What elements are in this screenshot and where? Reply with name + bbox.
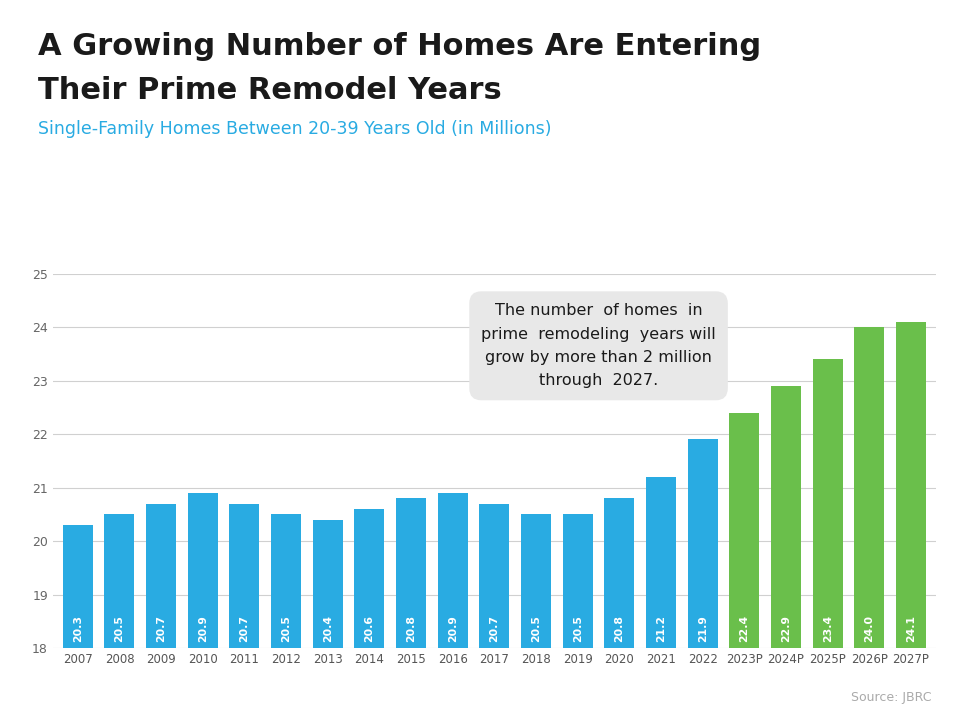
Bar — [896, 322, 926, 648]
Text: 20.5: 20.5 — [531, 615, 541, 642]
Text: 20.7: 20.7 — [239, 615, 250, 642]
Bar — [563, 514, 592, 648]
Bar — [730, 413, 759, 648]
Text: 20.3: 20.3 — [73, 615, 83, 642]
Text: 20.8: 20.8 — [406, 615, 416, 642]
Text: 20.8: 20.8 — [614, 615, 624, 642]
Text: 21.9: 21.9 — [698, 615, 708, 642]
Bar — [646, 477, 676, 648]
Text: 22.4: 22.4 — [739, 614, 750, 642]
Bar — [438, 493, 468, 648]
Text: Their Prime Remodel Years: Their Prime Remodel Years — [38, 76, 502, 104]
Text: Single-Family Homes Between 20-39 Years Old (in Millions): Single-Family Homes Between 20-39 Years … — [38, 120, 552, 138]
Bar — [521, 514, 551, 648]
Text: 20.5: 20.5 — [573, 615, 583, 642]
Text: The number  of homes  in
prime  remodeling  years will
grow by more than 2 milli: The number of homes in prime remodeling … — [481, 303, 716, 388]
Bar — [105, 514, 134, 648]
Text: 20.7: 20.7 — [490, 615, 499, 642]
Text: 21.2: 21.2 — [656, 615, 666, 642]
Text: 20.7: 20.7 — [156, 615, 166, 642]
Text: 24.1: 24.1 — [906, 615, 916, 642]
Bar — [229, 503, 259, 648]
Text: 22.9: 22.9 — [781, 615, 791, 642]
Bar — [813, 359, 843, 648]
Text: 20.9: 20.9 — [198, 615, 207, 642]
Text: 24.0: 24.0 — [864, 615, 875, 642]
Bar — [854, 327, 884, 648]
Bar — [687, 439, 718, 648]
Bar — [771, 386, 801, 648]
Text: 20.5: 20.5 — [114, 615, 125, 642]
Text: A Growing Number of Homes Are Entering: A Growing Number of Homes Are Entering — [38, 32, 761, 61]
Text: 20.6: 20.6 — [365, 615, 374, 642]
Bar — [313, 520, 343, 648]
Bar — [146, 503, 176, 648]
Text: 20.5: 20.5 — [281, 615, 291, 642]
Text: 23.4: 23.4 — [823, 614, 832, 642]
Bar — [354, 509, 384, 648]
Bar — [605, 498, 635, 648]
Bar — [271, 514, 301, 648]
Text: 20.9: 20.9 — [447, 615, 458, 642]
Text: Source: JBRC: Source: JBRC — [851, 691, 931, 704]
Text: 20.4: 20.4 — [323, 615, 333, 642]
Bar — [396, 498, 426, 648]
Bar — [62, 525, 93, 648]
Bar — [479, 503, 510, 648]
Bar — [188, 493, 218, 648]
